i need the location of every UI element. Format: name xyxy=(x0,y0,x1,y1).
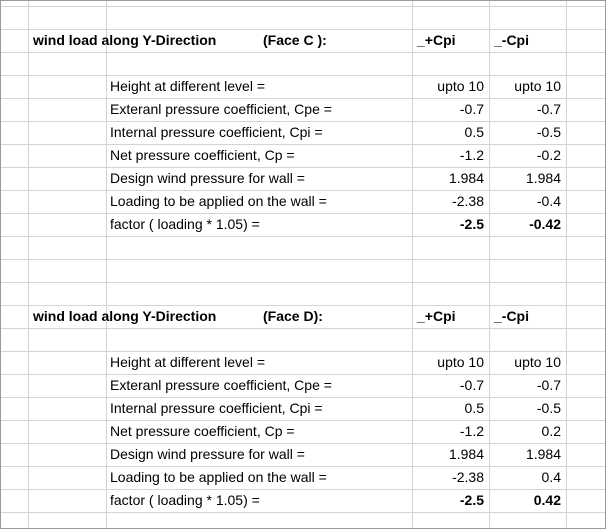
grid-row-line xyxy=(0,305,606,306)
grid-row-line xyxy=(0,29,606,30)
face-c-row-pos[interactable]: 1.984 xyxy=(448,170,484,186)
grid-row-line xyxy=(0,75,606,76)
grid-row-line xyxy=(0,420,606,421)
face-d-row-pos[interactable]: upto 10 xyxy=(437,354,484,370)
face-c-row-neg[interactable]: -0.42 xyxy=(529,216,561,232)
face-d-row-label[interactable]: Design wind pressure for wall = xyxy=(110,446,305,462)
face-d-header-pos-cpi[interactable]: _+Cpi xyxy=(417,308,456,324)
grid-row-line xyxy=(0,52,606,53)
face-d-row-label[interactable]: Height at different level = xyxy=(110,354,266,370)
grid-row-line xyxy=(0,190,606,191)
face-c-row-neg[interactable]: 1.984 xyxy=(525,170,561,186)
face-d-row-pos[interactable]: -2.5 xyxy=(459,492,484,508)
face-d-row-neg[interactable]: -0.7 xyxy=(536,377,561,393)
grid-row-line xyxy=(0,236,606,237)
face-c-row-neg[interactable]: -0.4 xyxy=(536,193,561,209)
face-d-row-pos[interactable]: 0.5 xyxy=(464,400,484,416)
grid-row-line xyxy=(0,328,606,329)
grid-row-line xyxy=(0,213,606,214)
grid-row-line xyxy=(0,6,606,7)
face-c-row-pos[interactable]: upto 10 xyxy=(437,78,484,94)
grid-column-line xyxy=(28,0,29,529)
face-d-row-neg[interactable]: 0.2 xyxy=(541,423,561,439)
face-d-row-label[interactable]: Net pressure coefficient, Cp = xyxy=(110,423,295,439)
grid-row-line xyxy=(0,489,606,490)
grid-row-line xyxy=(0,374,606,375)
face-c-row-pos[interactable]: -2.38 xyxy=(452,193,484,209)
face-d-row-pos[interactable]: -2.38 xyxy=(452,469,484,485)
grid-row-line xyxy=(0,98,606,99)
face-d-label[interactable]: (Face D): xyxy=(263,308,323,324)
face-c-row-label[interactable]: Design wind pressure for wall = xyxy=(110,170,305,186)
grid-row-line xyxy=(0,351,606,352)
grid-row-line xyxy=(0,144,606,145)
grid-row-line xyxy=(0,282,606,283)
face-c-row-pos[interactable]: -2.5 xyxy=(459,216,484,232)
face-c-row-label[interactable]: Height at different level = xyxy=(110,78,266,94)
face-c-row-neg[interactable]: -0.5 xyxy=(536,124,561,140)
face-c-row-label[interactable]: factor ( loading * 1.05) = xyxy=(110,216,260,232)
section-title-face-d[interactable]: wind load along Y-Direction xyxy=(33,308,217,324)
grid-column-line xyxy=(412,0,413,529)
face-d-row-neg[interactable]: 1.984 xyxy=(525,446,561,462)
face-d-row-neg[interactable]: 0.42 xyxy=(533,492,561,508)
face-c-row-neg[interactable]: -0.2 xyxy=(536,147,561,163)
face-d-row-label[interactable]: Exteranl pressure coefficient, Cpe = xyxy=(110,377,332,393)
grid-column-line xyxy=(489,0,490,529)
face-c-row-label[interactable]: Internal pressure coefficient, Cpi = xyxy=(110,124,323,140)
face-d-row-pos[interactable]: 1.984 xyxy=(448,446,484,462)
face-c-header-neg-cpi[interactable]: _-Cpi xyxy=(494,32,529,48)
face-c-label[interactable]: (Face C ): xyxy=(263,32,327,48)
face-c-header-pos-cpi[interactable]: _+Cpi xyxy=(417,32,456,48)
face-d-row-pos[interactable]: -1.2 xyxy=(459,423,484,439)
grid-row-line xyxy=(0,443,606,444)
face-d-row-label[interactable]: Internal pressure coefficient, Cpi = xyxy=(110,400,323,416)
grid-row-line xyxy=(0,466,606,467)
face-d-header-neg-cpi[interactable]: _-Cpi xyxy=(494,308,529,324)
face-c-row-pos[interactable]: -1.2 xyxy=(459,147,484,163)
face-c-row-pos[interactable]: -0.7 xyxy=(459,101,484,117)
grid-row-line xyxy=(0,397,606,398)
grid-column-line xyxy=(106,0,107,529)
grid-column-line xyxy=(566,0,567,529)
face-d-row-neg[interactable]: 0.4 xyxy=(541,469,561,485)
grid-row-line xyxy=(0,121,606,122)
grid-row-line xyxy=(0,512,606,513)
face-c-row-label[interactable]: Loading to be applied on the wall = xyxy=(110,193,327,209)
grid-row-line xyxy=(0,167,606,168)
face-d-row-label[interactable]: factor ( loading * 1.05) = xyxy=(110,492,260,508)
face-c-row-label[interactable]: Net pressure coefficient, Cp = xyxy=(110,147,295,163)
face-c-row-pos[interactable]: 0.5 xyxy=(464,124,484,140)
face-d-row-label[interactable]: Loading to be applied on the wall = xyxy=(110,469,327,485)
face-d-row-neg[interactable]: upto 10 xyxy=(514,354,561,370)
grid-row-line xyxy=(0,259,606,260)
face-c-row-label[interactable]: Exteranl pressure coefficient, Cpe = xyxy=(110,101,332,117)
face-c-row-neg[interactable]: -0.7 xyxy=(536,101,561,117)
face-d-row-pos[interactable]: -0.7 xyxy=(459,377,484,393)
section-title-face-c[interactable]: wind load along Y-Direction xyxy=(33,32,217,48)
face-d-row-neg[interactable]: -0.5 xyxy=(536,400,561,416)
face-c-row-neg[interactable]: upto 10 xyxy=(514,78,561,94)
